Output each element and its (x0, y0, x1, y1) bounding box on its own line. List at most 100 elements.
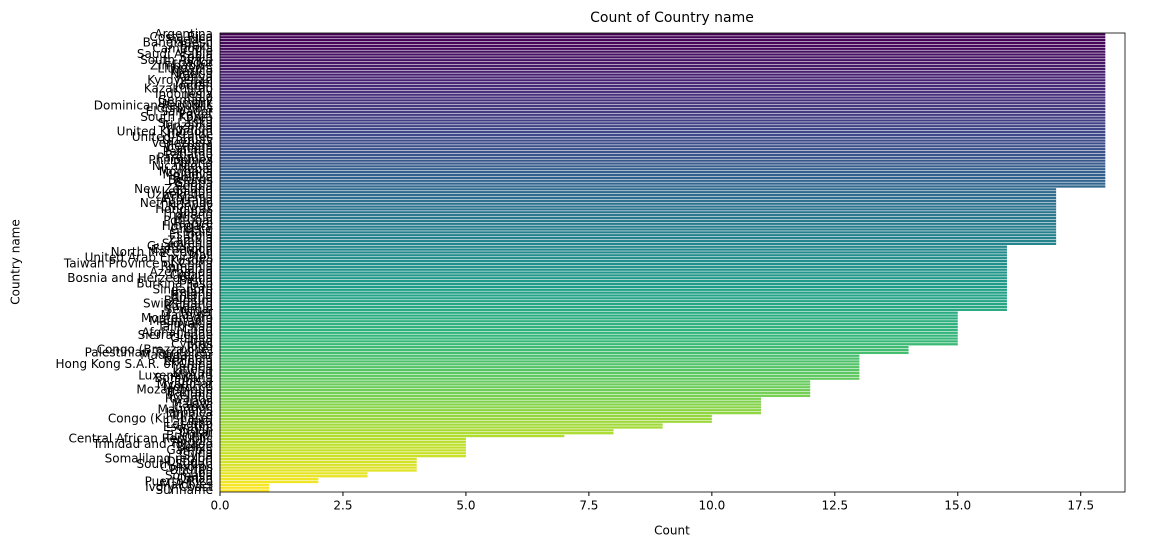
y-tick-label: Hungary (162, 219, 213, 233)
y-tick-label: Japan (179, 205, 213, 219)
bar (220, 96, 1106, 99)
bar (220, 386, 811, 389)
bar (220, 165, 1106, 168)
y-tick-label: Canada (167, 142, 213, 156)
plot-frame (219, 32, 1126, 493)
y-tick-label: Brazil (180, 38, 214, 52)
x-tick-label: 12.5 (821, 499, 848, 513)
bar (220, 41, 1106, 45)
bar (220, 39, 1106, 42)
bar (220, 432, 614, 435)
y-tick-label: United States (132, 130, 213, 144)
bar (220, 377, 860, 380)
y-tick-label: India (184, 90, 213, 104)
bar (220, 196, 1057, 200)
y-tick-label: Serbia (175, 179, 213, 193)
y-tick-label: Malaysia (161, 308, 213, 322)
bar (220, 426, 663, 429)
bar (220, 236, 1057, 240)
bar (220, 79, 1106, 82)
bar (220, 446, 466, 449)
bar (220, 125, 1106, 128)
y-tick-label: Rwanda (165, 391, 213, 405)
bar (220, 337, 958, 340)
bar (220, 472, 368, 475)
bar (220, 463, 417, 466)
y-tick-label: Puerto Rico (145, 474, 213, 488)
y-tick-label: South Africa (140, 53, 213, 67)
y-tick-label: Norway (167, 199, 213, 213)
y-tick-label: Nigeria (170, 67, 213, 81)
y-tick-label: Indonesia (155, 87, 213, 101)
y-tick-label: Malawi (171, 397, 213, 411)
bar (220, 374, 860, 377)
bar (220, 368, 860, 372)
y-tick-label: Portugal (163, 213, 213, 227)
y-tick-label: Myanmar (157, 377, 213, 391)
bar (220, 145, 1106, 148)
bar (220, 148, 1106, 151)
bar (220, 142, 1106, 145)
bar (220, 259, 1007, 263)
bar (220, 300, 1007, 303)
y-tick-label: Mali (189, 248, 213, 262)
y-tick-label: Qatar (179, 426, 213, 440)
y-tick-label: Central African Republic (69, 431, 213, 445)
y-tick-label: Belize (177, 440, 213, 454)
y-tick-label: Egypt (178, 107, 213, 121)
bar (220, 440, 466, 443)
bar (220, 351, 909, 355)
bar (220, 394, 811, 398)
bar (220, 334, 958, 337)
y-tick-label: Uruguay (162, 133, 213, 147)
y-tick-label: Bulgaria (163, 299, 213, 313)
y-tick-label: Costa Rica (150, 30, 213, 44)
y-tick-label: Mauritania (149, 314, 213, 328)
y-tick-label: Gambia (166, 443, 213, 457)
y-tick-label: Guatemala (147, 239, 213, 253)
x-tick-label: 5.0 (456, 499, 475, 513)
y-axis-label: Country name (9, 219, 23, 305)
y-tick-label: South Korea (140, 110, 213, 124)
y-tick-label: Latvia (176, 231, 213, 245)
y-tick-label: Australia (160, 193, 213, 207)
bar (220, 400, 762, 403)
bar (220, 84, 1106, 88)
bar (220, 434, 565, 438)
bar (220, 222, 1057, 225)
y-tick-label: Dominican Republic (94, 99, 213, 113)
bar (220, 291, 1007, 294)
y-tick-label: Kenya (176, 70, 213, 84)
bar (220, 231, 1057, 234)
y-tick-label: Sierra Leone (138, 328, 213, 342)
bar (220, 36, 1106, 39)
y-tick-label: Chad (182, 322, 213, 336)
x-tick-label: 10.0 (698, 499, 725, 513)
bar (220, 173, 1106, 177)
bar (220, 486, 270, 489)
y-tick-label: Ghana (174, 176, 213, 190)
y-tick-label: Bahrain (167, 386, 213, 400)
bar (220, 90, 1106, 93)
y-tick-label: Ireland (171, 285, 213, 299)
y-tick-label: Eswatini (163, 420, 213, 434)
y-tick-label: Sudan (175, 423, 213, 437)
bar (220, 53, 1106, 56)
bar (220, 360, 860, 363)
bar (220, 403, 762, 406)
y-tick-label: Congo (Brazzaville) (97, 342, 213, 356)
y-tick-label: Mauritius (158, 403, 213, 417)
y-tick-label: Turkiye (169, 408, 213, 422)
y-tick-label: Cameroon (151, 242, 213, 256)
y-tick-label: Madagascar (140, 348, 213, 362)
bar (220, 193, 1057, 197)
y-tick-label: Benin (179, 274, 213, 288)
bar (220, 449, 466, 452)
y-tick-label: Sweden (166, 33, 213, 47)
bar (220, 305, 1007, 309)
x-tick-label: 17.5 (1067, 499, 1094, 513)
bar (220, 409, 762, 412)
bar (220, 437, 466, 441)
chart-title: Count of Country name (590, 10, 754, 26)
